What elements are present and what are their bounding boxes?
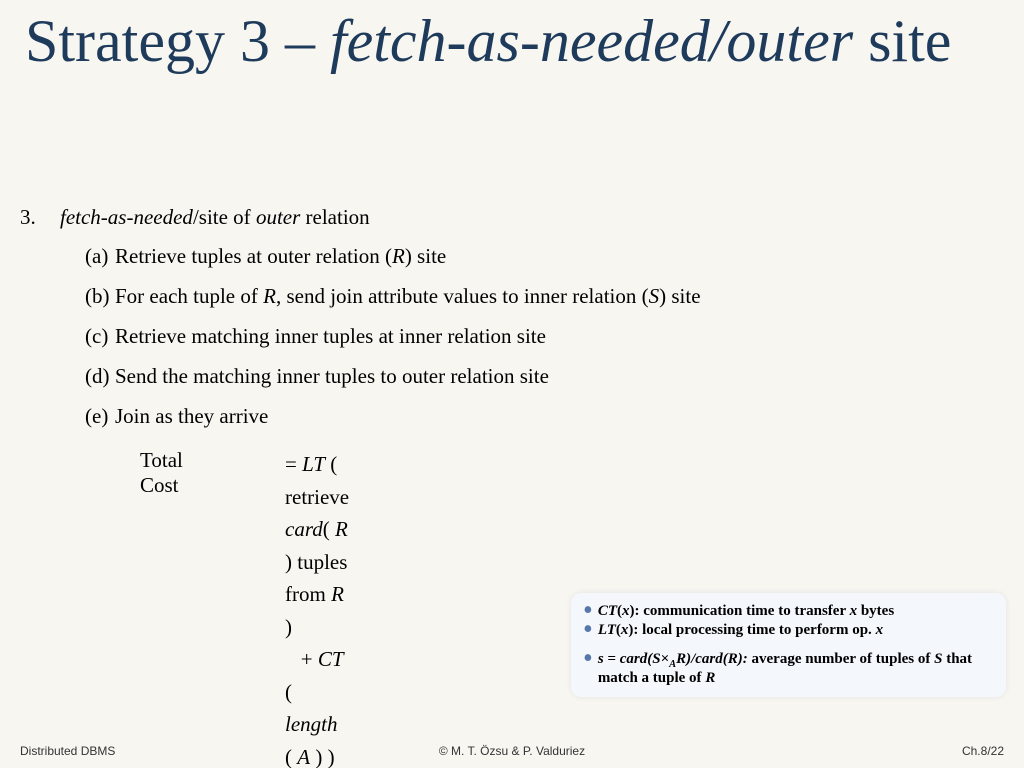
cost-lines: = LT ( retrieve card( R ) tuples from R … <box>285 448 349 768</box>
t: local processing time to perform op. <box>638 622 875 638</box>
heading-t2: relation <box>300 205 369 229</box>
note-text: s = card(S×AR)/card(R): average number o… <box>598 651 994 687</box>
t: average number of tuples of <box>748 651 934 667</box>
footer-center: © M. T. Özsu & P. Valduriez <box>0 744 1024 758</box>
step-text: Send the matching inner tuples to outer … <box>115 364 549 388</box>
title-italic: fetch-as-needed/outer <box>330 8 853 74</box>
step-marker: (d) <box>85 364 115 389</box>
step-i: R <box>392 244 405 268</box>
t: CT <box>598 603 617 619</box>
t: x <box>850 603 858 619</box>
step-text: , send join attribute values to inner re… <box>276 284 649 308</box>
note-ct: • CT(x): communication time to transfer … <box>583 603 994 620</box>
step-text: Retrieve tuples at outer relation ( <box>115 244 392 268</box>
item-heading: fetch-as-needed/site of outer relation <box>60 205 370 230</box>
step-marker: (a) <box>85 244 115 269</box>
title-part3: site <box>853 8 951 74</box>
step-text: Join as they arrive <box>115 404 268 428</box>
step-text: ) site <box>659 284 700 308</box>
footer-right: Ch.8/22 <box>962 744 1004 758</box>
t: x <box>876 622 884 638</box>
step-b: (b)For each tuple of R, send join attrib… <box>85 284 701 309</box>
note-text: CT(x): communication time to transfer x … <box>598 603 894 620</box>
fn: length <box>285 712 338 736</box>
note-lt: • LT(x): local processing time to perfor… <box>583 622 994 639</box>
title-part1: Strategy 3 – <box>25 8 330 74</box>
slide-title: Strategy 3 – fetch-as-needed/outer site <box>0 0 1024 73</box>
step-i: S <box>649 284 660 308</box>
step-text: For each tuple of <box>115 284 263 308</box>
note-s: • s = card(S×AR)/card(R): average number… <box>583 651 994 687</box>
eq: = <box>285 452 302 476</box>
v: R <box>335 517 348 541</box>
note-text: LT(x): local processing time to perform … <box>598 622 883 639</box>
t: LT <box>598 622 616 638</box>
plus: + <box>285 647 318 671</box>
step-i: R <box>263 284 276 308</box>
step-marker: (b) <box>85 284 115 309</box>
t: ): <box>628 622 638 638</box>
heading-i2: outer <box>256 205 300 229</box>
step-c: (c)Retrieve matching inner tuples at inn… <box>85 324 701 349</box>
notes-box: • CT(x): communication time to transfer … <box>571 593 1006 697</box>
t: ( <box>285 680 292 704</box>
step-d: (d)Send the matching inner tuples to out… <box>85 364 701 389</box>
cost-label: Total Cost <box>140 448 183 498</box>
t: communication time to transfer <box>639 603 849 619</box>
fn: card <box>285 517 323 541</box>
t: s = card(S× <box>598 651 669 667</box>
bullet-icon: • <box>583 651 593 667</box>
steps-list: (a)Retrieve tuples at outer relation (R)… <box>85 244 701 444</box>
fn: LT <box>302 452 325 476</box>
t: R <box>705 670 715 686</box>
cost-line-1: = LT ( retrieve card( R ) tuples from R … <box>285 448 349 643</box>
bullet-icon: • <box>583 622 593 638</box>
heading-t1: /site of <box>193 205 256 229</box>
fn: CT <box>318 647 344 671</box>
t: ): <box>629 603 639 619</box>
heading-i1: fetch-as-needed <box>60 205 193 229</box>
v: R <box>331 582 344 606</box>
step-marker: (c) <box>85 324 115 349</box>
step-marker: (e) <box>85 404 115 429</box>
t: ) <box>285 615 292 639</box>
step-text: ) site <box>405 244 446 268</box>
item-number: 3. <box>20 205 36 230</box>
step-a: (a)Retrieve tuples at outer relation (R)… <box>85 244 701 269</box>
t: R)/card(R): <box>676 651 748 667</box>
step-text: Retrieve matching inner tuples at inner … <box>115 324 546 348</box>
step-e: (e)Join as they arrive <box>85 404 701 429</box>
t: bytes <box>857 603 894 619</box>
t: ( <box>323 517 335 541</box>
